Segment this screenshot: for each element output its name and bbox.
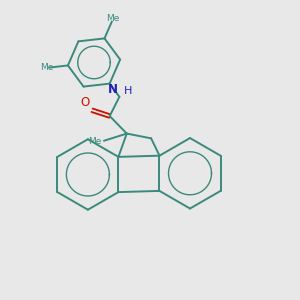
Text: Me: Me — [40, 63, 53, 72]
Text: O: O — [81, 96, 90, 109]
Text: Me: Me — [88, 137, 102, 146]
Text: N: N — [108, 82, 118, 96]
Text: Me: Me — [106, 14, 120, 23]
Text: H: H — [124, 85, 133, 96]
